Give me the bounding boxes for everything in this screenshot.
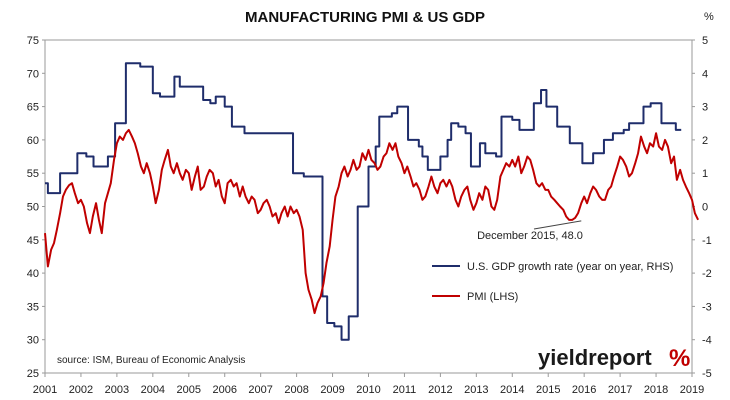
y-left-tick-label: 25 <box>27 368 39 380</box>
x-tick-label: 2018 <box>644 384 668 396</box>
y-left-tick-label: 40 <box>27 268 39 280</box>
x-tick-label: 2002 <box>69 384 93 396</box>
x-tick-label: 2004 <box>141 384 165 396</box>
x-tick-label: 2017 <box>608 384 632 396</box>
x-tick-label: 2014 <box>500 384 524 396</box>
y-right-tick-label: -2 <box>702 268 712 280</box>
annotation-leader-line <box>533 220 582 230</box>
y-right-tick-label: 3 <box>702 102 708 114</box>
y-right-tick-label: 1 <box>702 168 708 180</box>
x-tick-label: 2009 <box>320 384 344 396</box>
y-left-tick-label: 30 <box>27 335 39 347</box>
legend-label: U.S. GDP growth rate (year on year, RHS) <box>467 261 673 273</box>
x-tick-label: 2010 <box>356 384 380 396</box>
y-left-tick-label: 70 <box>27 68 39 80</box>
x-tick-label: 2007 <box>248 384 272 396</box>
y-left-tick-label: 60 <box>27 135 39 147</box>
x-tick-label: 2013 <box>464 384 488 396</box>
y-right-tick-label: -5 <box>702 368 712 380</box>
x-tick-label: 2008 <box>284 384 308 396</box>
x-tick-label: 2005 <box>177 384 201 396</box>
x-tick-label: 2011 <box>393 384 417 396</box>
annotation-label: December 2015, 48.0 <box>477 230 583 242</box>
brand-logo-symbol: % <box>669 345 690 372</box>
y-right-tick-label: -3 <box>702 301 712 313</box>
y-left-tick-label: 55 <box>27 168 39 180</box>
y-left-tick-label: 75 <box>27 35 39 47</box>
x-tick-label: 2015 <box>536 384 560 396</box>
x-tick-label: 2006 <box>212 384 236 396</box>
source-note: source: ISM, Bureau of Economic Analysis <box>57 355 245 366</box>
y-right-tick-label: 4 <box>702 68 708 80</box>
y-right-tick-label: -1 <box>702 235 712 247</box>
brand-logo-text: yieldreport <box>538 345 652 370</box>
y-right-tick-label: 5 <box>702 35 708 47</box>
x-tick-label: 2019 <box>680 384 704 396</box>
y-right-tick-label: 0 <box>702 202 708 214</box>
legend-label: PMI (LHS) <box>467 291 518 303</box>
x-tick-label: 2016 <box>572 384 596 396</box>
y-left-tick-label: 35 <box>27 301 39 313</box>
x-tick-label: 2001 <box>33 384 57 396</box>
y-left-tick-label: 45 <box>27 235 39 247</box>
x-tick-label: 2012 <box>428 384 452 396</box>
y-right-tick-label: 2 <box>702 135 708 147</box>
y-left-tick-label: 50 <box>27 202 39 214</box>
chart-title: MANUFACTURING PMI & US GDP <box>245 9 485 26</box>
y-right-tick-label: -4 <box>702 335 712 347</box>
gdp-series-line <box>45 62 682 341</box>
y-left-tick-label: 65 <box>27 102 39 114</box>
x-tick-label: 2003 <box>105 384 129 396</box>
pmi-series-line <box>44 128 700 315</box>
y-right-unit-label: % <box>704 11 714 23</box>
